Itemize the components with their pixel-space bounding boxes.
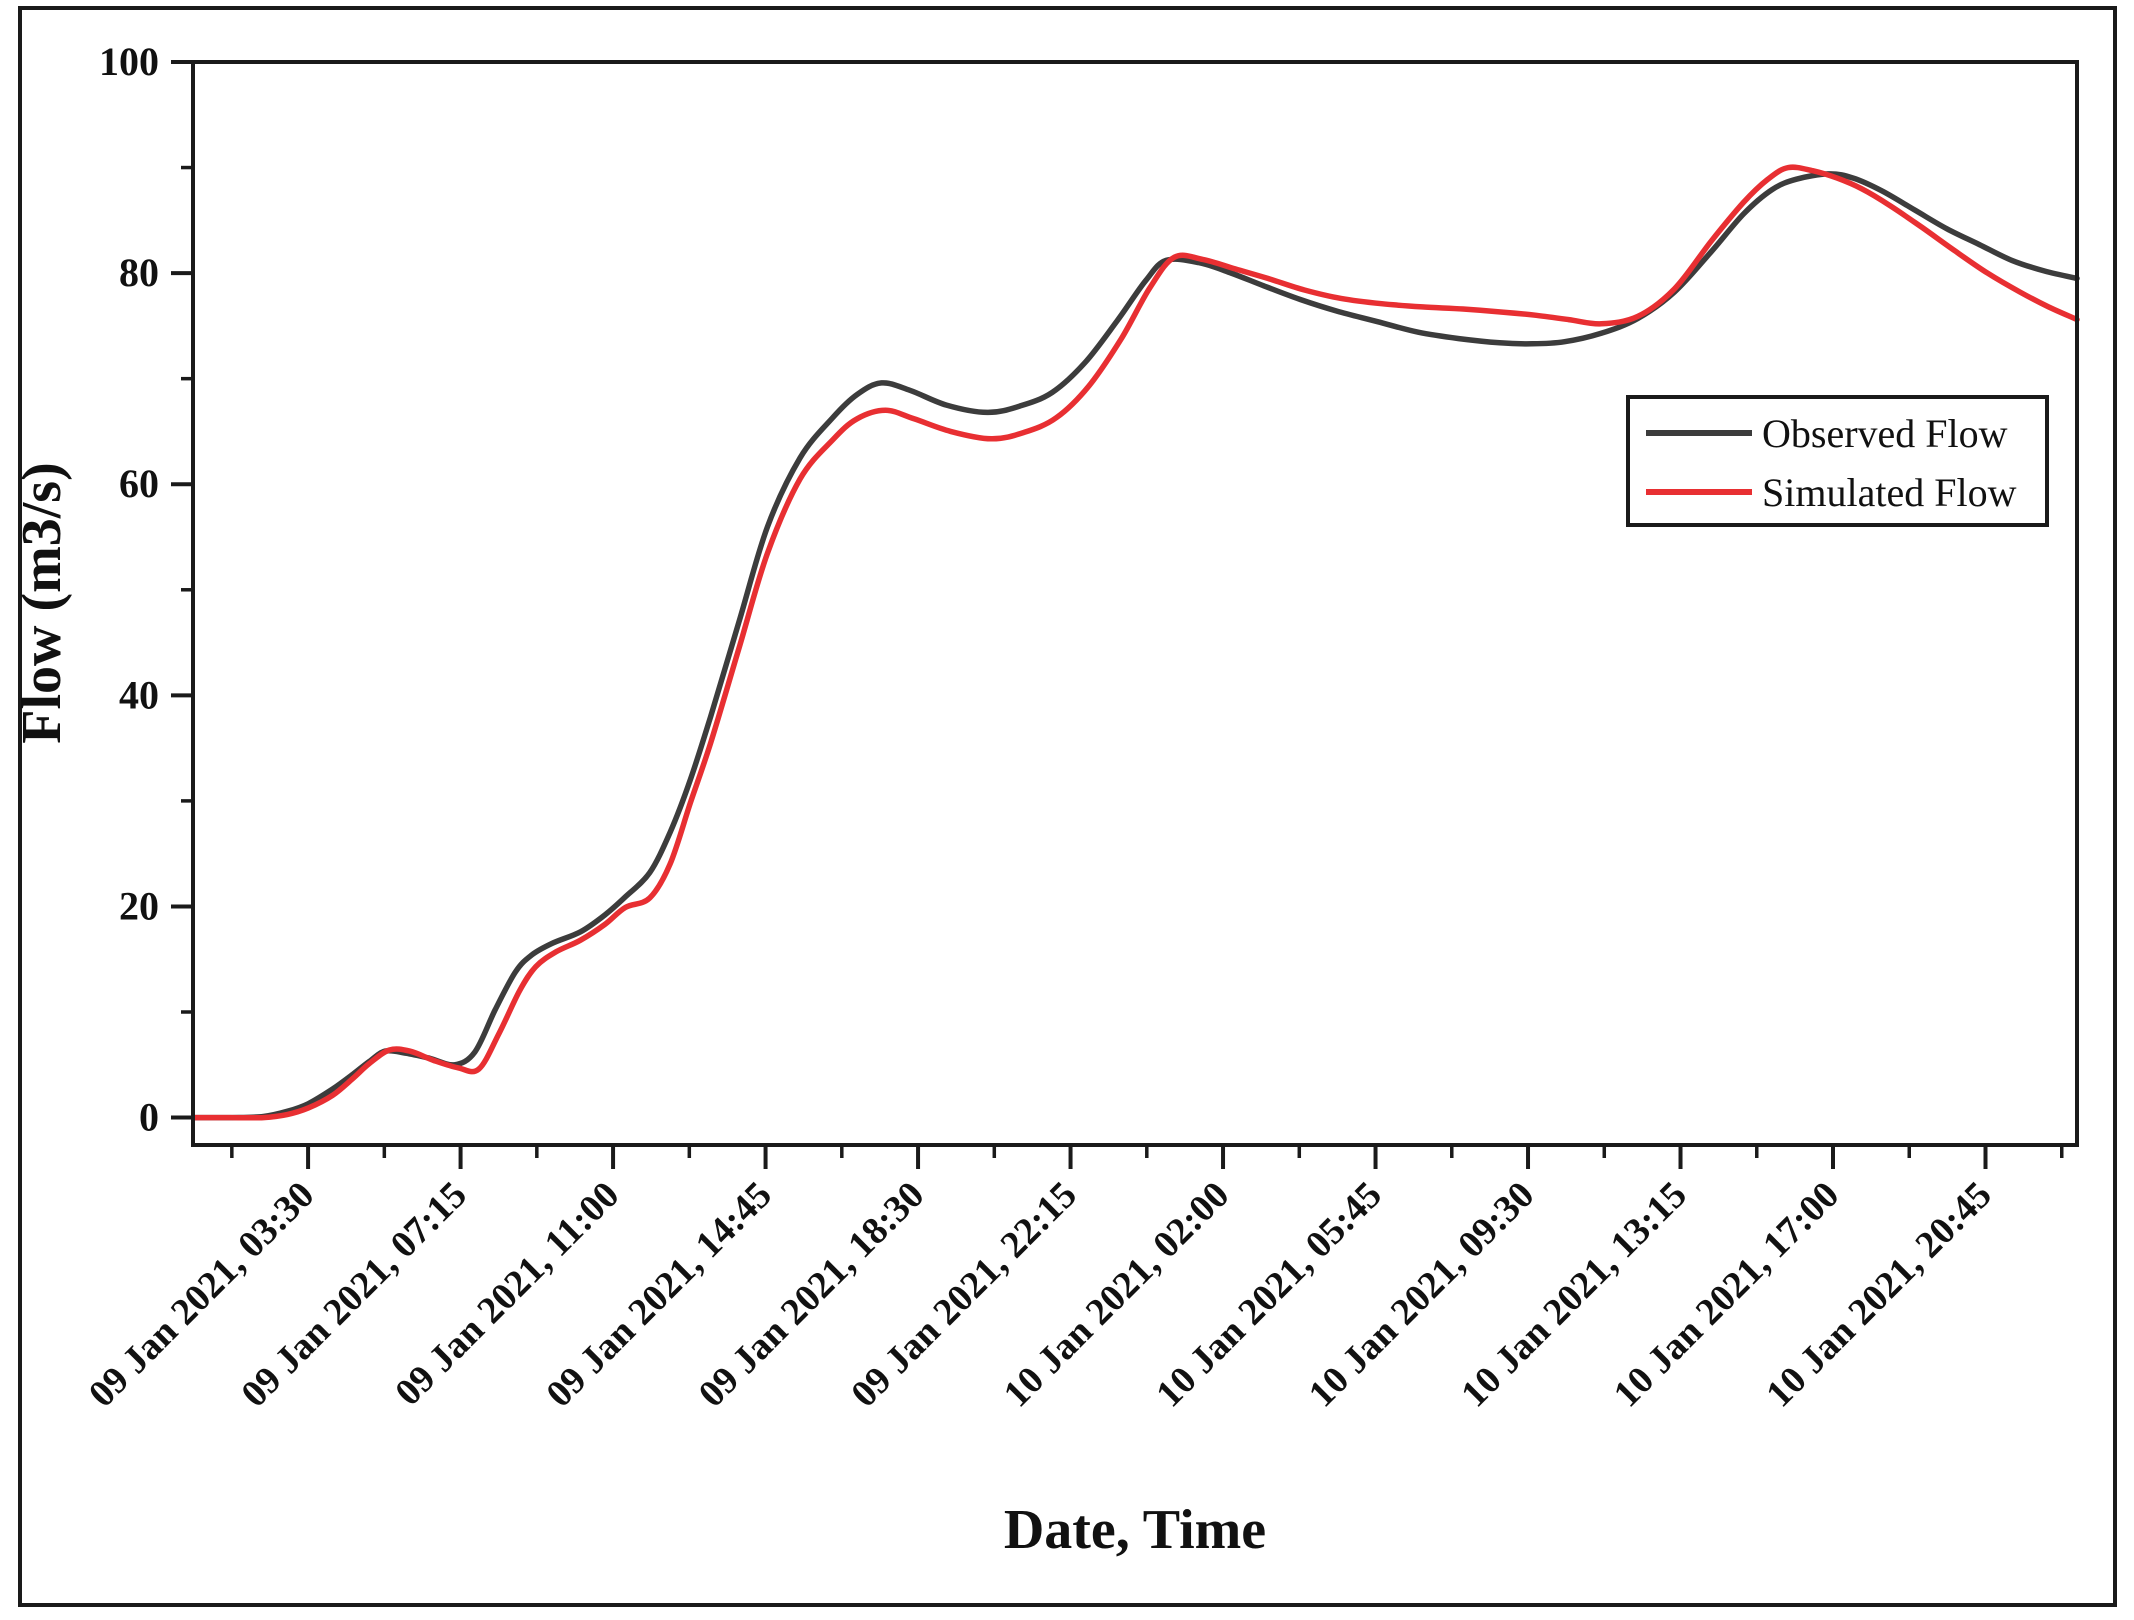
y-tick-label: 100: [99, 39, 159, 84]
y-tick-label: 20: [119, 883, 159, 928]
y-tick-label: 0: [139, 1095, 159, 1140]
x-axis-ticks: [230, 1145, 2064, 1169]
plot-frame: [191, 60, 2079, 1147]
legend-label-observed: Observed Flow: [1762, 411, 2008, 456]
x-axis-title: Date, Time: [1004, 1499, 1266, 1561]
legend-label-simulated: Simulated Flow: [1762, 470, 2017, 515]
y-tick-label: 40: [119, 672, 159, 717]
y-tick-label: 80: [119, 250, 159, 295]
y-tick-label: 60: [119, 461, 159, 506]
y-axis-ticks: [171, 60, 193, 1120]
data-curves: [191, 164, 2080, 1121]
figure-border: [18, 6, 2117, 1607]
legend-box: Observed Flow Simulated Flow: [1626, 395, 2049, 527]
y-axis-tick-labels: 0 20 40 60 80 100: [99, 39, 159, 1140]
simulated-flow-line: [191, 164, 2080, 1121]
y-axis-title: Flow (m3/s): [11, 462, 73, 744]
legend-entry-observed: Observed Flow: [1646, 411, 2008, 456]
legend-entry-simulated: Simulated Flow: [1646, 470, 2017, 515]
legend-frame: [1626, 395, 2049, 527]
